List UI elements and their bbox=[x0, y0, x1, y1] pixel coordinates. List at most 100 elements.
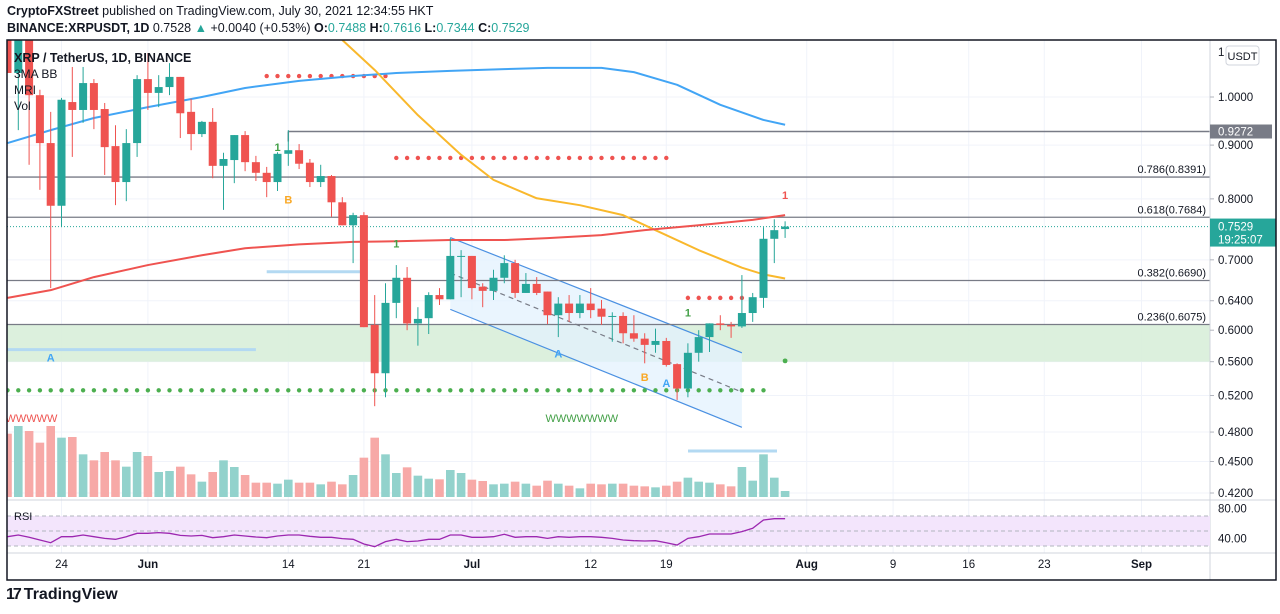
dotted-level-dot bbox=[728, 295, 734, 301]
ma-red-line bbox=[7, 214, 786, 299]
dotted-level-dot bbox=[394, 388, 399, 393]
signal-marker: B bbox=[641, 372, 649, 384]
channel-middle-line bbox=[450, 272, 743, 393]
legend-indicator-3ma-bb[interactable]: 3MA BB bbox=[14, 67, 58, 81]
candle-body bbox=[403, 277, 412, 324]
candle-body bbox=[554, 303, 563, 316]
candle-body bbox=[781, 226, 790, 230]
dotted-level-dot bbox=[80, 388, 86, 393]
open-value: 0.7488 bbox=[327, 21, 367, 35]
candle-body bbox=[7, 40, 12, 73]
price-axis-tick: 0.8000 bbox=[1218, 194, 1253, 206]
dotted-level-dot bbox=[620, 388, 626, 393]
dotted-level-dot bbox=[556, 388, 561, 393]
price-axis-tick: 0.6400 bbox=[1218, 296, 1253, 308]
candle-body bbox=[521, 283, 530, 293]
price-axis-tick-partial: 1 bbox=[1218, 47, 1224, 59]
candle-body bbox=[435, 295, 444, 300]
candle-body bbox=[370, 324, 379, 374]
candle-body bbox=[46, 143, 55, 206]
volume-bar bbox=[359, 457, 369, 497]
rsi-line bbox=[7, 518, 786, 548]
candle-body bbox=[316, 176, 325, 183]
price-axis-tick: 0.6000 bbox=[1218, 325, 1253, 337]
volume-bar bbox=[672, 481, 682, 497]
dotted-level-dot bbox=[242, 388, 248, 393]
volume-bar bbox=[456, 473, 466, 497]
price-axis-tick: 0.5600 bbox=[1218, 357, 1253, 369]
dotted-level-dot bbox=[426, 155, 431, 161]
dotted-level-dot bbox=[696, 388, 701, 393]
dotted-level-dot bbox=[124, 388, 129, 393]
dotted-level-dot bbox=[167, 388, 172, 393]
volume-bar bbox=[586, 483, 595, 497]
volume-bar bbox=[316, 484, 325, 497]
volume-marker-text: WWWWWWW bbox=[546, 413, 619, 425]
price-axis-tick: 0.7000 bbox=[1218, 255, 1253, 267]
volume-bar bbox=[759, 454, 768, 497]
dotted-level-dot bbox=[264, 73, 269, 79]
rsi-label: RSI bbox=[14, 511, 32, 523]
candle-body bbox=[273, 153, 282, 183]
candle-body bbox=[176, 76, 185, 114]
signal-marker: B bbox=[284, 194, 292, 206]
dotted-level-dot bbox=[707, 388, 712, 393]
dotted-level-dot bbox=[707, 295, 712, 301]
close-label: C: bbox=[478, 21, 492, 35]
tradingview-logo[interactable]: 17 TradingView bbox=[6, 586, 118, 604]
dotted-level-dot bbox=[685, 295, 691, 301]
volume-bar bbox=[176, 466, 185, 497]
dotted-level-dot bbox=[102, 388, 107, 393]
candle-body bbox=[662, 340, 671, 365]
volume-bar bbox=[165, 471, 174, 497]
volume-bar bbox=[78, 454, 88, 497]
volume-bar bbox=[348, 475, 358, 497]
legend-indicator-mri[interactable]: MRI bbox=[14, 83, 36, 97]
candle-body bbox=[619, 315, 628, 334]
candle-body bbox=[284, 150, 293, 154]
dotted-level-dot bbox=[329, 388, 334, 393]
dotted-level-dot bbox=[750, 388, 755, 393]
low-label: L: bbox=[424, 21, 437, 35]
candle-body bbox=[586, 303, 595, 311]
volume-bar bbox=[629, 485, 639, 497]
chart-legend: XRP / TetherUS, 1D, BINANCE 3MA BB MRI V… bbox=[14, 50, 191, 114]
dotted-level-dot bbox=[437, 388, 442, 393]
volume-bar bbox=[478, 481, 487, 497]
legend-indicator-vol[interactable]: Vol bbox=[14, 99, 31, 113]
signal-dot bbox=[782, 358, 788, 364]
time-axis-tick: 14 bbox=[282, 559, 295, 571]
candle-body bbox=[770, 230, 779, 239]
dotted-level-dot bbox=[480, 388, 485, 393]
volume-bar bbox=[240, 475, 250, 497]
channel-upper-line bbox=[450, 236, 743, 354]
candle-body bbox=[737, 313, 746, 327]
dotted-level-dot bbox=[512, 388, 518, 393]
time-axis-tick: Sep bbox=[1131, 559, 1152, 571]
volume-bar bbox=[370, 437, 379, 497]
candle-body bbox=[424, 295, 433, 319]
publish-info: CryptoFXStreet published on TradingView.… bbox=[7, 4, 433, 18]
volume-bar bbox=[770, 477, 779, 497]
dotted-level-dot bbox=[426, 388, 431, 393]
volume-bar bbox=[100, 452, 109, 497]
dotted-level-dot bbox=[491, 388, 496, 393]
candle-body bbox=[500, 263, 509, 278]
publisher-name[interactable]: CryptoFXStreet bbox=[7, 4, 99, 18]
dotted-level-dot bbox=[307, 73, 313, 79]
candle-body bbox=[727, 324, 736, 327]
dotted-level-dot bbox=[59, 388, 64, 393]
candle-body bbox=[457, 255, 466, 257]
volume-bar bbox=[748, 480, 757, 497]
dotted-level-dot bbox=[448, 388, 453, 393]
dotted-level-dot bbox=[523, 388, 529, 393]
currency-button[interactable]: USDT bbox=[1225, 45, 1260, 66]
dotted-level-dot bbox=[523, 155, 529, 161]
fib-level-label: 0.618(0.7684) bbox=[1138, 204, 1207, 216]
dotted-level-dot bbox=[37, 388, 43, 393]
candle-body bbox=[651, 340, 660, 345]
candle-body bbox=[478, 286, 487, 291]
dotted-level-dot bbox=[610, 388, 615, 393]
candle-body bbox=[111, 146, 120, 183]
